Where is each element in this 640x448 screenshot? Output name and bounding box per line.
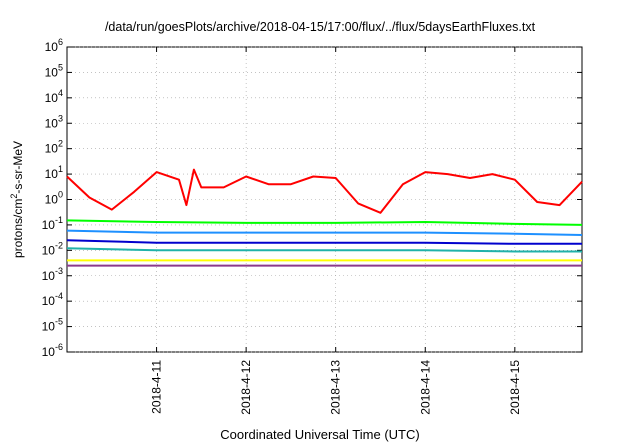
y-tick-label: 10-5 (42, 317, 63, 334)
y-tick-exponent: -6 (55, 342, 63, 352)
y-tick-exponent: 2 (58, 139, 63, 149)
y-tick-label: 10-2 (42, 240, 63, 257)
y-tick-label: 100 (45, 190, 63, 207)
x-tick-label: 2018-4-11 (150, 360, 164, 414)
y-tick-label: 10-4 (42, 291, 63, 308)
x-tick-label: 2018-4-13 (329, 360, 343, 415)
y-tick-exponent: 4 (58, 88, 63, 98)
y-tick-base: 10 (45, 91, 59, 105)
series-line (66, 229, 583, 236)
y-tick-label: 10-3 (42, 266, 63, 283)
x-tick-label: 2018-4-14 (418, 360, 432, 415)
y-axis-label: protons/cm2-s-sr-MeV (9, 141, 25, 258)
y-tick-base: 10 (42, 218, 56, 232)
y-tick-base: 10 (45, 116, 59, 130)
y-label-exponent: 2 (9, 194, 19, 199)
x-tick-label: 2018-4-12 (239, 360, 253, 415)
y-tick-label: 103 (45, 113, 63, 130)
y-tick-base: 10 (45, 40, 59, 54)
y-label-prefix: protons/cm (11, 199, 25, 258)
y-label-suffix: -s-sr-MeV (11, 141, 25, 194)
y-tick-base: 10 (45, 142, 59, 156)
plot-frame (66, 46, 583, 353)
y-tick-label: 101 (45, 164, 63, 181)
y-tick-label: 10-6 (42, 342, 63, 359)
y-tick-base: 10 (42, 243, 56, 257)
y-tick-exponent: -1 (55, 215, 63, 225)
y-tick-label: 10-1 (42, 215, 63, 232)
series-line (66, 168, 583, 214)
y-tick-base: 10 (42, 294, 56, 308)
y-tick-base: 10 (42, 320, 56, 334)
y-tick-label: 105 (45, 62, 63, 79)
series-line (66, 239, 582, 245)
y-tick-exponent: -3 (55, 266, 63, 276)
series-line (66, 247, 582, 253)
y-tick-base: 10 (42, 345, 56, 359)
y-tick-exponent: 6 (58, 37, 63, 47)
y-tick-exponent: 3 (58, 113, 63, 123)
y-tick-base: 10 (45, 65, 59, 79)
y-tick-label: 102 (45, 139, 63, 156)
y-tick-exponent: -5 (55, 317, 63, 327)
x-tick-label: 2018-4-15 (508, 360, 522, 415)
y-tick-exponent: 0 (58, 190, 63, 200)
y-tick-exponent: -4 (55, 291, 63, 301)
y-tick-exponent: 5 (58, 62, 63, 72)
series-line (66, 219, 583, 226)
y-tick-label: 104 (45, 88, 63, 105)
y-tick-base: 10 (45, 193, 59, 207)
y-tick-label: 106 (45, 37, 63, 54)
y-tick-base: 10 (42, 269, 56, 283)
x-axis-label: Coordinated Universal Time (UTC) (220, 427, 420, 442)
y-tick-exponent: -2 (55, 240, 63, 250)
y-tick-base: 10 (45, 167, 59, 181)
chart-title: /data/run/goesPlots/archive/2018-04-15/1… (104, 20, 536, 34)
y-tick-exponent: 1 (58, 164, 63, 174)
